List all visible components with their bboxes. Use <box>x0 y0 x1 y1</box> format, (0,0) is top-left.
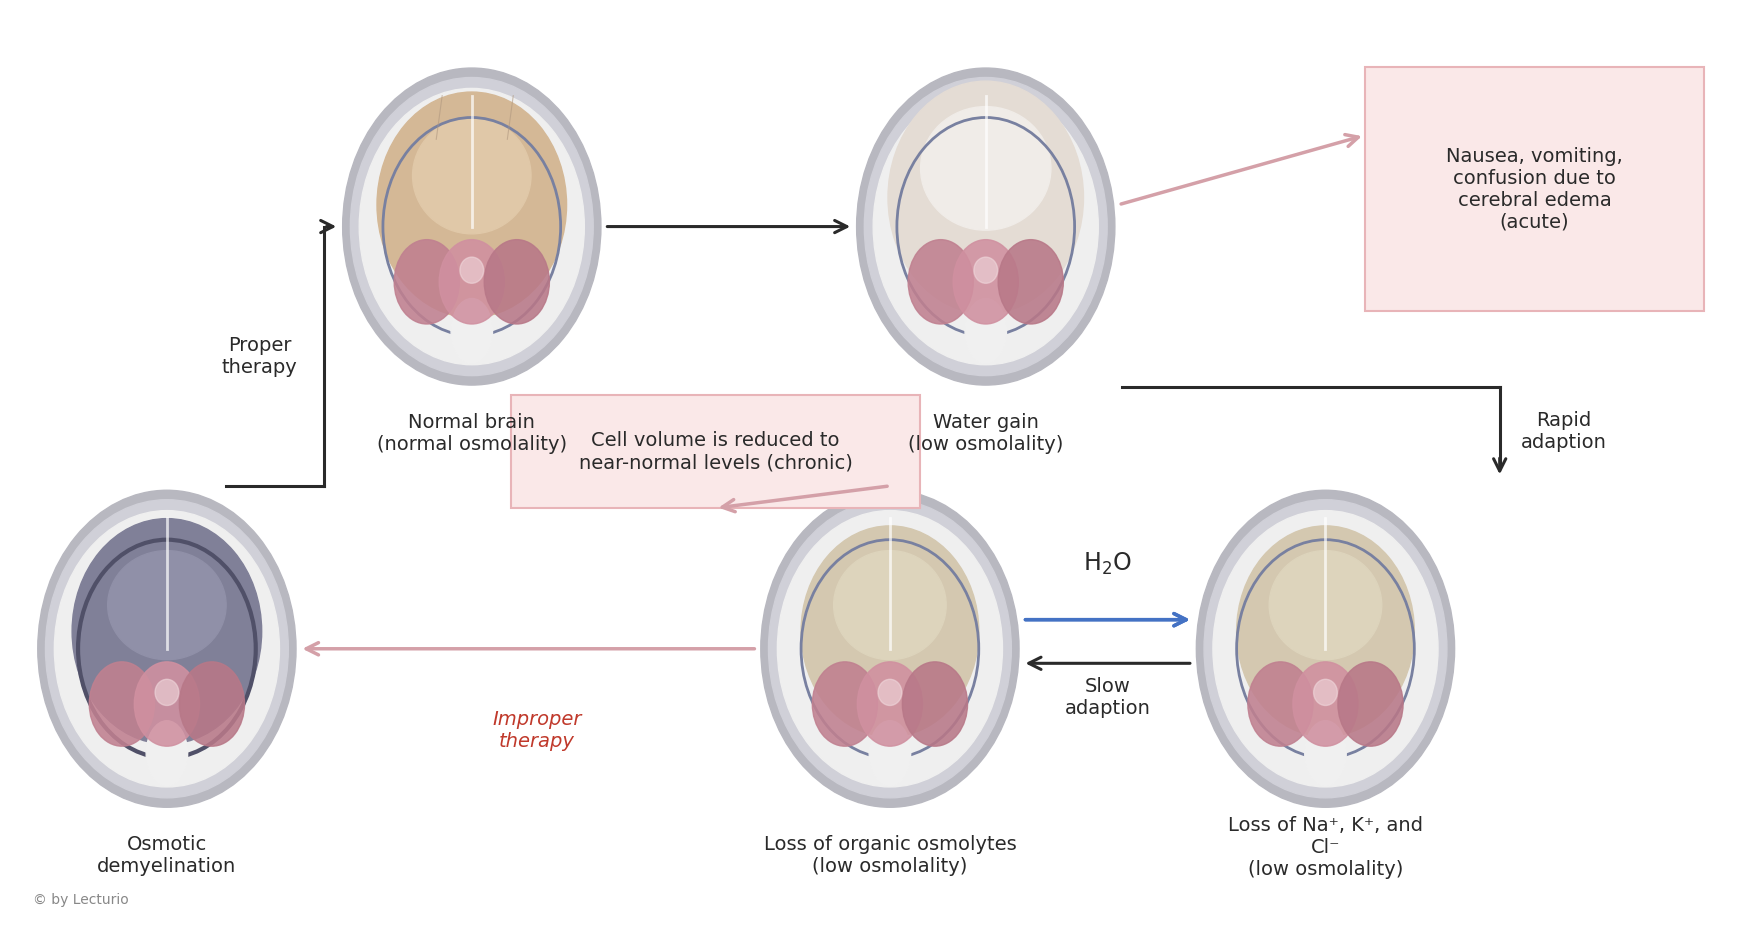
Ellipse shape <box>768 500 1012 798</box>
Ellipse shape <box>998 240 1063 324</box>
Ellipse shape <box>888 81 1084 313</box>
Ellipse shape <box>440 240 504 324</box>
Ellipse shape <box>394 240 459 324</box>
Ellipse shape <box>359 88 585 365</box>
Ellipse shape <box>412 118 530 233</box>
Ellipse shape <box>902 662 967 746</box>
Ellipse shape <box>1237 526 1415 737</box>
Ellipse shape <box>953 240 1019 324</box>
Ellipse shape <box>147 721 188 786</box>
FancyBboxPatch shape <box>1365 67 1705 311</box>
Ellipse shape <box>777 511 1002 787</box>
Ellipse shape <box>1269 550 1382 660</box>
Ellipse shape <box>108 550 227 660</box>
Ellipse shape <box>907 240 974 324</box>
Ellipse shape <box>461 257 483 283</box>
Ellipse shape <box>872 88 1098 365</box>
Ellipse shape <box>1305 721 1345 786</box>
Ellipse shape <box>155 679 178 706</box>
Text: Proper
therapy: Proper therapy <box>222 336 298 376</box>
Ellipse shape <box>857 68 1115 385</box>
Ellipse shape <box>1293 662 1358 746</box>
Ellipse shape <box>89 662 155 746</box>
Ellipse shape <box>857 662 923 746</box>
Text: Slow
adaption: Slow adaption <box>1064 678 1150 718</box>
Text: Cell volume is reduced to
near-normal levels (chronic): Cell volume is reduced to near-normal le… <box>579 431 853 472</box>
Ellipse shape <box>450 298 492 364</box>
Ellipse shape <box>834 550 946 660</box>
Ellipse shape <box>72 518 262 744</box>
Ellipse shape <box>1314 679 1337 706</box>
Text: Improper
therapy: Improper therapy <box>492 710 581 751</box>
Text: H$_2$O: H$_2$O <box>1084 551 1133 578</box>
Text: Nausea, vomiting,
confusion due to
cerebral edema
(acute): Nausea, vomiting, confusion due to cereb… <box>1447 147 1623 231</box>
Text: © by Lecturio: © by Lecturio <box>33 893 129 907</box>
Ellipse shape <box>1338 662 1403 746</box>
Text: Loss of Na⁺, K⁺, and
Cl⁻
(low osmolality): Loss of Na⁺, K⁺, and Cl⁻ (low osmolality… <box>1228 816 1422 879</box>
Ellipse shape <box>351 77 593 375</box>
Ellipse shape <box>761 490 1019 807</box>
Ellipse shape <box>483 240 550 324</box>
Ellipse shape <box>1213 511 1438 787</box>
Ellipse shape <box>801 526 979 737</box>
Ellipse shape <box>38 490 297 807</box>
Ellipse shape <box>921 106 1050 231</box>
FancyBboxPatch shape <box>511 395 920 508</box>
Ellipse shape <box>878 679 902 706</box>
Ellipse shape <box>1248 662 1312 746</box>
Text: Rapid
adaption: Rapid adaption <box>1520 411 1607 453</box>
Ellipse shape <box>180 662 244 746</box>
Text: Loss of organic osmolytes
(low osmolality): Loss of organic osmolytes (low osmolalit… <box>764 835 1016 876</box>
Text: Osmotic
demyelination: Osmotic demyelination <box>98 835 237 876</box>
Ellipse shape <box>1204 500 1447 798</box>
Ellipse shape <box>45 500 288 798</box>
Ellipse shape <box>965 298 1007 364</box>
Ellipse shape <box>869 721 911 786</box>
Ellipse shape <box>813 662 878 746</box>
Ellipse shape <box>974 257 998 283</box>
Ellipse shape <box>1197 490 1455 807</box>
Ellipse shape <box>54 511 279 787</box>
Ellipse shape <box>134 662 199 746</box>
Text: Water gain
(low osmolality): Water gain (low osmolality) <box>907 413 1063 454</box>
Ellipse shape <box>864 77 1106 375</box>
Ellipse shape <box>377 92 567 317</box>
Text: Normal brain
(normal osmolality): Normal brain (normal osmolality) <box>377 413 567 454</box>
Ellipse shape <box>342 68 600 385</box>
